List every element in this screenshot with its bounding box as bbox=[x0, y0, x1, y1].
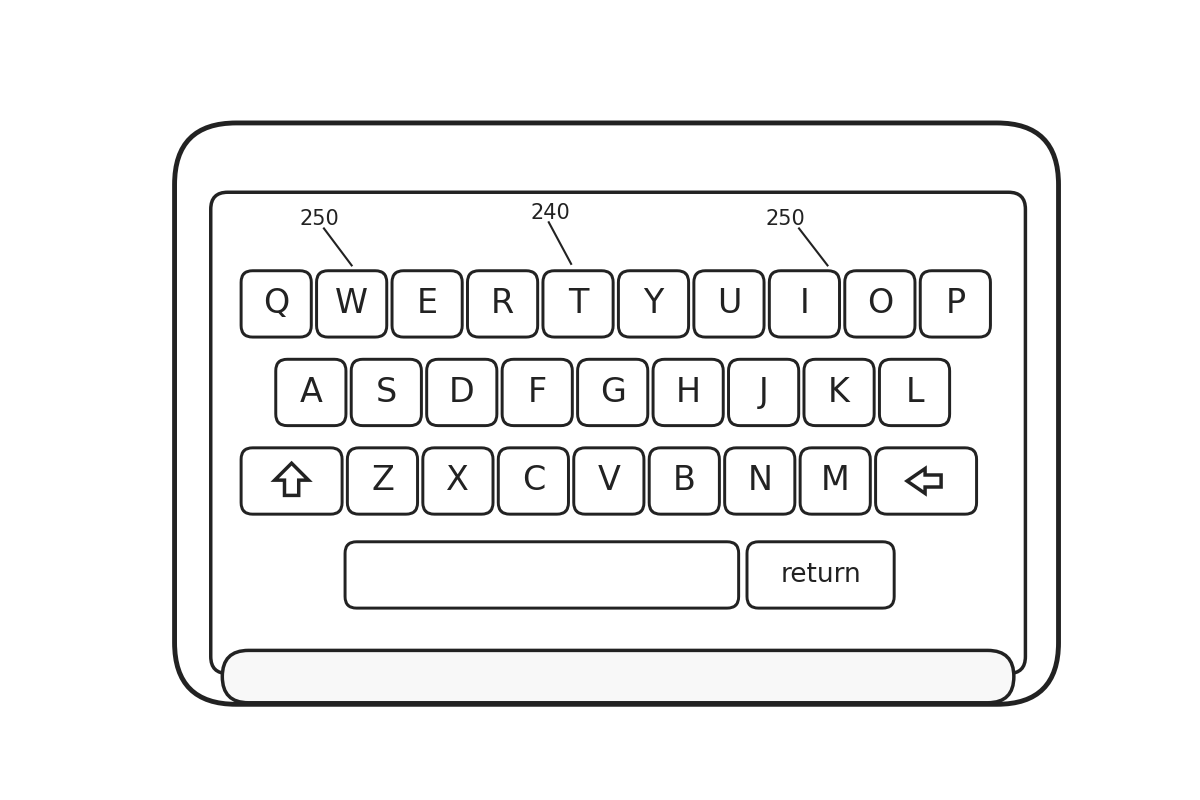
FancyBboxPatch shape bbox=[799, 446, 871, 516]
FancyBboxPatch shape bbox=[500, 358, 574, 427]
FancyBboxPatch shape bbox=[725, 448, 794, 514]
Text: G: G bbox=[600, 376, 625, 409]
FancyBboxPatch shape bbox=[241, 448, 342, 514]
FancyBboxPatch shape bbox=[649, 448, 719, 514]
FancyBboxPatch shape bbox=[240, 446, 343, 516]
Text: K: K bbox=[828, 376, 850, 409]
Text: Q: Q bbox=[263, 287, 289, 320]
FancyBboxPatch shape bbox=[768, 270, 841, 338]
FancyBboxPatch shape bbox=[544, 271, 613, 337]
FancyBboxPatch shape bbox=[648, 446, 721, 516]
FancyBboxPatch shape bbox=[619, 271, 688, 337]
FancyBboxPatch shape bbox=[572, 446, 646, 516]
FancyBboxPatch shape bbox=[348, 448, 418, 514]
Text: D: D bbox=[449, 376, 475, 409]
FancyBboxPatch shape bbox=[468, 271, 538, 337]
FancyBboxPatch shape bbox=[654, 360, 722, 425]
FancyBboxPatch shape bbox=[876, 448, 976, 514]
FancyBboxPatch shape bbox=[174, 123, 1058, 704]
FancyBboxPatch shape bbox=[617, 270, 690, 338]
FancyBboxPatch shape bbox=[276, 360, 346, 425]
Text: T: T bbox=[568, 287, 588, 320]
Text: 250: 250 bbox=[299, 210, 340, 230]
FancyBboxPatch shape bbox=[745, 540, 895, 610]
Text: Y: Y bbox=[643, 287, 664, 320]
Text: P: P bbox=[946, 287, 966, 320]
FancyBboxPatch shape bbox=[424, 448, 492, 514]
Text: I: I bbox=[799, 287, 809, 320]
FancyBboxPatch shape bbox=[352, 360, 421, 425]
FancyBboxPatch shape bbox=[844, 270, 917, 338]
Text: S: S bbox=[376, 376, 397, 409]
FancyBboxPatch shape bbox=[748, 542, 894, 608]
FancyBboxPatch shape bbox=[316, 270, 389, 338]
FancyBboxPatch shape bbox=[845, 271, 914, 337]
FancyBboxPatch shape bbox=[346, 542, 738, 608]
FancyBboxPatch shape bbox=[652, 358, 725, 427]
Text: Z: Z bbox=[371, 465, 394, 498]
FancyBboxPatch shape bbox=[878, 358, 952, 427]
Text: B: B bbox=[673, 465, 696, 498]
Text: 250: 250 bbox=[766, 210, 805, 230]
FancyBboxPatch shape bbox=[578, 360, 647, 425]
FancyBboxPatch shape bbox=[692, 270, 766, 338]
Text: J: J bbox=[758, 376, 768, 409]
Text: E: E bbox=[416, 287, 438, 320]
FancyBboxPatch shape bbox=[880, 360, 949, 425]
Text: 240: 240 bbox=[530, 203, 570, 223]
Text: F: F bbox=[528, 376, 547, 409]
FancyBboxPatch shape bbox=[803, 358, 876, 427]
FancyBboxPatch shape bbox=[349, 358, 422, 427]
FancyBboxPatch shape bbox=[497, 446, 570, 516]
FancyBboxPatch shape bbox=[222, 650, 1014, 702]
FancyBboxPatch shape bbox=[695, 271, 763, 337]
FancyBboxPatch shape bbox=[919, 270, 992, 338]
FancyBboxPatch shape bbox=[211, 192, 1026, 674]
Text: H: H bbox=[676, 376, 701, 409]
Text: V: V bbox=[598, 465, 620, 498]
FancyBboxPatch shape bbox=[392, 271, 462, 337]
FancyBboxPatch shape bbox=[346, 446, 419, 516]
FancyBboxPatch shape bbox=[499, 448, 568, 514]
FancyBboxPatch shape bbox=[241, 271, 311, 337]
FancyBboxPatch shape bbox=[727, 358, 800, 427]
FancyBboxPatch shape bbox=[728, 360, 798, 425]
FancyBboxPatch shape bbox=[240, 270, 313, 338]
FancyBboxPatch shape bbox=[421, 446, 494, 516]
FancyBboxPatch shape bbox=[317, 271, 386, 337]
FancyBboxPatch shape bbox=[541, 270, 614, 338]
Text: A: A bbox=[300, 376, 323, 409]
FancyBboxPatch shape bbox=[390, 270, 463, 338]
FancyBboxPatch shape bbox=[503, 360, 572, 425]
FancyBboxPatch shape bbox=[769, 271, 839, 337]
FancyBboxPatch shape bbox=[275, 358, 348, 427]
FancyBboxPatch shape bbox=[425, 358, 498, 427]
Text: N: N bbox=[748, 465, 773, 498]
FancyBboxPatch shape bbox=[427, 360, 497, 425]
Text: M: M bbox=[821, 465, 850, 498]
FancyBboxPatch shape bbox=[804, 360, 874, 425]
FancyBboxPatch shape bbox=[724, 446, 797, 516]
Text: R: R bbox=[491, 287, 515, 320]
Text: X: X bbox=[446, 465, 469, 498]
Text: W: W bbox=[335, 287, 368, 320]
FancyBboxPatch shape bbox=[920, 271, 990, 337]
FancyBboxPatch shape bbox=[466, 270, 539, 338]
Text: O: O bbox=[866, 287, 893, 320]
FancyBboxPatch shape bbox=[343, 540, 740, 610]
FancyBboxPatch shape bbox=[874, 446, 978, 516]
FancyBboxPatch shape bbox=[576, 358, 649, 427]
FancyBboxPatch shape bbox=[574, 448, 643, 514]
Text: U: U bbox=[716, 287, 742, 320]
FancyBboxPatch shape bbox=[800, 448, 870, 514]
Text: C: C bbox=[522, 465, 545, 498]
Text: L: L bbox=[905, 376, 924, 409]
Text: return: return bbox=[780, 562, 860, 588]
